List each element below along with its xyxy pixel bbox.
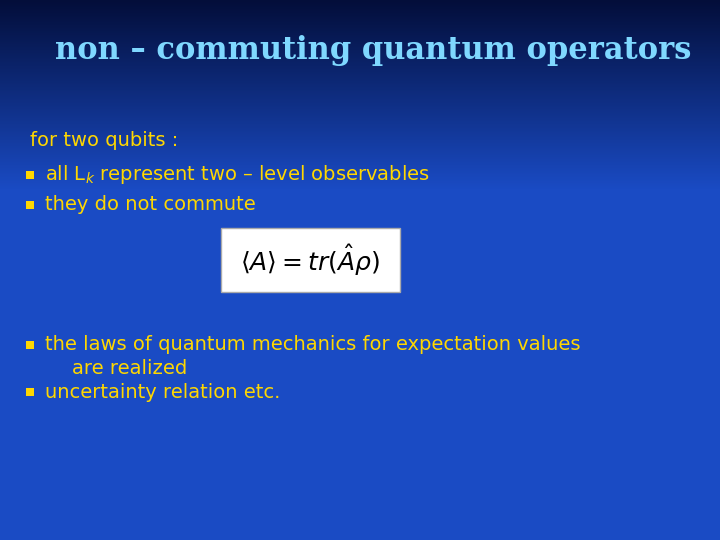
Text: they do not commute: they do not commute [45, 195, 256, 214]
Text: the laws of quantum mechanics for expectation values: the laws of quantum mechanics for expect… [45, 335, 580, 354]
Text: are realized: are realized [72, 360, 187, 379]
Text: non – commuting quantum operators: non – commuting quantum operators [55, 35, 691, 65]
FancyBboxPatch shape [220, 228, 400, 292]
Text: uncertainty relation etc.: uncertainty relation etc. [45, 382, 280, 402]
Bar [26, 171, 34, 179]
Text: $\langle A \rangle = tr(\hat{A}\rho)$: $\langle A \rangle = tr(\hat{A}\rho)$ [240, 242, 380, 278]
Bar [26, 388, 34, 396]
Bar [26, 201, 34, 209]
Text: all L$_k$ represent two – level observables: all L$_k$ represent two – level observab… [45, 164, 430, 186]
Bar [26, 341, 34, 349]
Text: for two qubits :: for two qubits : [30, 131, 179, 150]
